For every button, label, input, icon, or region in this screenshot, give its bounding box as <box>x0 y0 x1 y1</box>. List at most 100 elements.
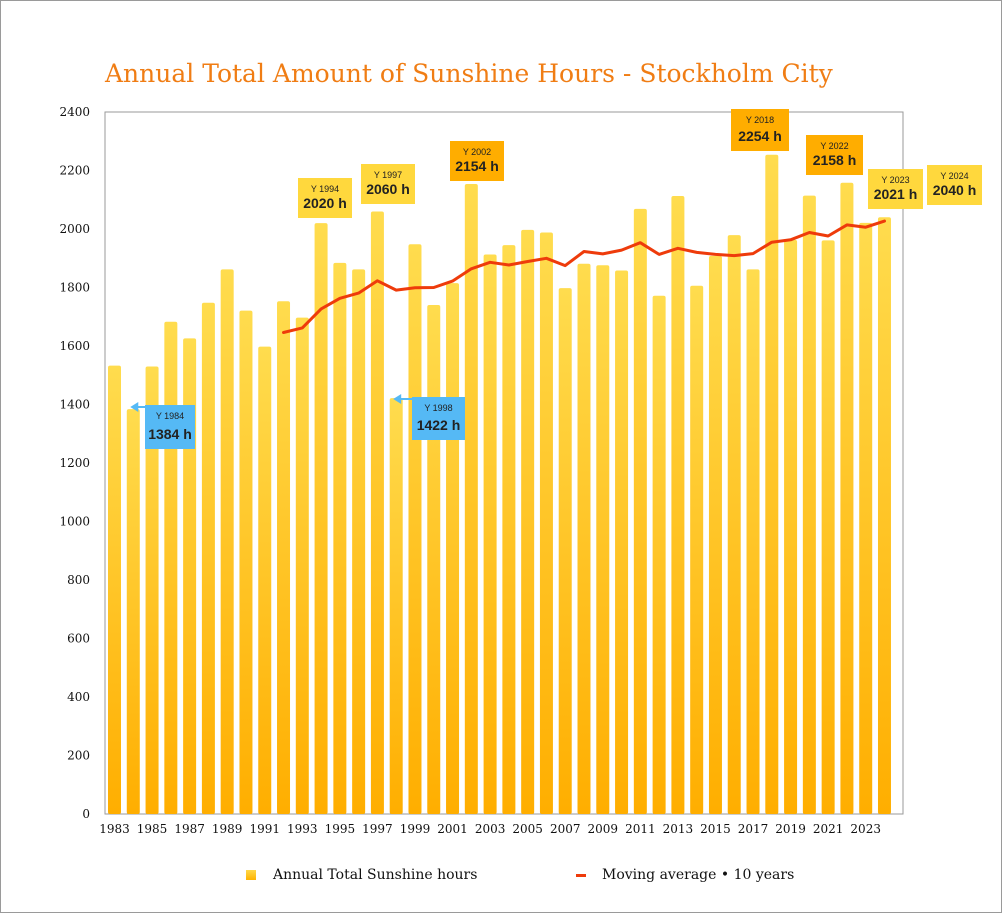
legend: Annual Total Sunshine hours Moving avera… <box>1 867 1001 891</box>
x-tick-label: 1987 <box>174 822 205 836</box>
bar-1983 <box>108 365 121 814</box>
bar-2016 <box>727 235 741 814</box>
callout-1984: Y 1984 1384 h <box>130 402 195 449</box>
callout-value-label: 2254 h <box>738 128 782 144</box>
x-tick-label: 1993 <box>287 822 318 836</box>
legend-swatch-average <box>576 873 586 877</box>
y-tick-label: 800 <box>67 573 90 587</box>
x-tick-label: 1997 <box>362 822 393 836</box>
callout-2018: Y 2018 2254 h <box>731 109 789 151</box>
callout-box <box>868 169 923 209</box>
x-tick-label: 2007 <box>550 822 581 836</box>
callout-year-label: Y 1994 <box>311 184 339 194</box>
y-tick-label: 1800 <box>59 281 90 295</box>
bar-1998 <box>389 398 403 814</box>
bar-2007 <box>558 288 572 815</box>
x-tick-label: 2013 <box>663 822 694 836</box>
bar-1992 <box>277 301 291 814</box>
x-tick-label: 1995 <box>325 822 356 836</box>
callout-value-label: 2021 h <box>874 186 918 202</box>
x-tick-label: 2009 <box>588 822 619 836</box>
bar-2015 <box>708 255 722 814</box>
x-tick-label: 2015 <box>700 822 731 836</box>
legend-label-average: Moving average • 10 years <box>602 867 795 883</box>
callout-value-label: 1422 h <box>417 417 461 433</box>
x-tick-label: 2001 <box>437 822 468 836</box>
bar-2018 <box>765 154 779 814</box>
bar-2006 <box>539 232 553 814</box>
chart-title: Annual Total Amount of Sunshine Hours - … <box>105 59 833 88</box>
bar-2009 <box>596 265 610 814</box>
legend-label-bars: Annual Total Sunshine hours <box>273 867 478 883</box>
callout-value-label: 1384 h <box>148 426 192 442</box>
bar-1989 <box>220 269 234 814</box>
x-tick-label: 2005 <box>512 822 543 836</box>
callout-box <box>806 135 863 175</box>
bar-2023 <box>859 222 873 815</box>
callout-value-label: 2020 h <box>303 195 347 211</box>
plot-area-border <box>104 111 904 815</box>
x-tick-label: 1999 <box>400 822 431 836</box>
callout-year-label: Y 2022 <box>820 141 848 151</box>
bar-2001 <box>446 283 460 814</box>
callout-value-label: 2060 h <box>366 181 410 197</box>
callout-box <box>450 141 504 181</box>
bar-2010 <box>615 270 629 814</box>
callout-box <box>361 164 415 204</box>
bar-1985 <box>145 366 159 814</box>
bar-1999 <box>408 244 422 814</box>
callout-arrow-head <box>393 394 402 404</box>
y-tick-label: 2000 <box>59 222 90 236</box>
legend-swatch-bars <box>246 870 256 880</box>
legend-item-bars: Annual Total Sunshine hours <box>246 867 477 883</box>
callout-box <box>298 178 352 218</box>
y-tick-label: 1600 <box>59 339 90 353</box>
x-axis-ticks: 1983 1985 1987 1989 1991 1993 1995 1997 1999 2001… <box>99 822 881 836</box>
x-tick-label: 1991 <box>249 822 280 836</box>
y-tick-label: 2400 <box>59 105 90 119</box>
x-tick-label: 1983 <box>99 822 130 836</box>
bar-2013 <box>671 195 685 814</box>
bar-1990 <box>239 310 253 814</box>
y-tick-label: 600 <box>67 632 90 646</box>
callout-box <box>731 109 789 151</box>
bar-1995 <box>333 262 347 814</box>
bars <box>108 154 891 815</box>
bar-1993 <box>295 317 309 814</box>
x-tick-label: 2017 <box>738 822 769 836</box>
bar-2000 <box>427 305 441 814</box>
bar-2021 <box>821 240 835 815</box>
x-tick-label: 2011 <box>625 822 656 836</box>
callout-year-label: Y 2024 <box>940 171 968 181</box>
x-tick-label: 2021 <box>813 822 844 836</box>
bar-2020 <box>802 195 816 814</box>
x-tick-label: 1989 <box>212 822 243 836</box>
bar-1991 <box>258 346 272 814</box>
bar-2022 <box>840 182 854 814</box>
bar-2003 <box>483 254 497 814</box>
bar-1986 <box>164 321 178 814</box>
bar-2024 <box>877 217 891 815</box>
callout-value-label: 2040 h <box>933 182 977 198</box>
callout-year-label: Y 1998 <box>424 403 452 413</box>
callout-value-label: 2154 h <box>455 158 499 174</box>
callout-year-label: Y 2023 <box>881 175 909 185</box>
callout-year-label: Y 2018 <box>746 115 774 125</box>
callout-arrow-head <box>130 402 139 412</box>
callout-year-label: Y 1984 <box>156 411 184 421</box>
legend-item-average: Moving average • 10 years <box>576 867 794 883</box>
callout-box <box>145 405 195 449</box>
bar-1988 <box>201 302 215 814</box>
bar-2008 <box>577 263 591 814</box>
bar-2004 <box>502 245 516 814</box>
moving-average-polyline <box>282 219 886 334</box>
y-axis-ticks: 0 200 400 600 800 1000 1200 1400 1600 1800 2000 220… <box>59 105 90 821</box>
callout-1998: Y 1998 1422 h <box>393 394 465 440</box>
bar-2017 <box>746 269 760 814</box>
